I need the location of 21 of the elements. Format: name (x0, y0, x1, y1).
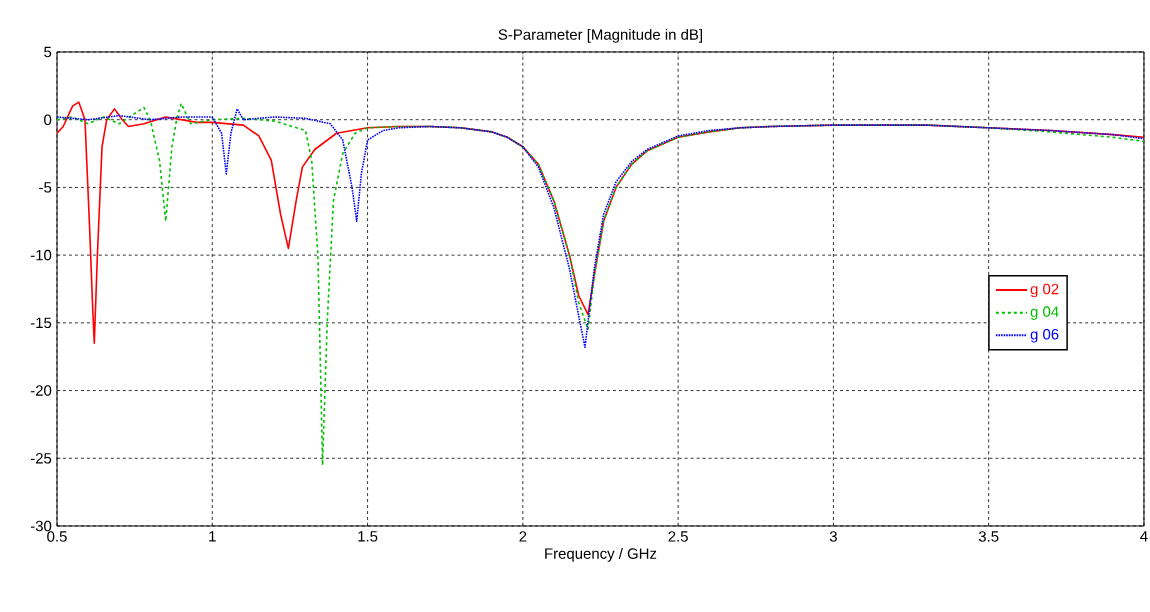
legend-label: g 02 (1030, 283, 1059, 298)
x-tick-label: 2.5 (668, 531, 688, 542)
x-tick-label: 0.5 (47, 531, 67, 542)
x-tick-label: 4 (1140, 531, 1148, 542)
x-tick-label: 3 (829, 531, 837, 542)
y-tick-label: -15 (30, 317, 52, 329)
y-tick-label: -20 (30, 385, 52, 396)
legend-label: g 06 (1030, 328, 1059, 343)
y-tick-label: -30 (30, 520, 52, 532)
y-tick-label: 5 (44, 46, 52, 58)
x-tick-label: 3.5 (978, 531, 999, 542)
y-tick-label: -5 (39, 182, 52, 193)
legend-label: g 04 (1030, 306, 1059, 320)
x-tick-label: 1 (209, 531, 216, 542)
chart-title: S-Parameter [Magnitude in dB] (498, 28, 702, 43)
x-tick-label: 1.5 (358, 531, 378, 542)
x-axis-title: Frequency / GHz (545, 547, 657, 562)
y-tick-label: -10 (30, 249, 52, 261)
y-tick-label: -25 (30, 452, 52, 464)
y-tick-label: 0 (44, 114, 52, 125)
x-tick-label: 2 (519, 531, 527, 542)
